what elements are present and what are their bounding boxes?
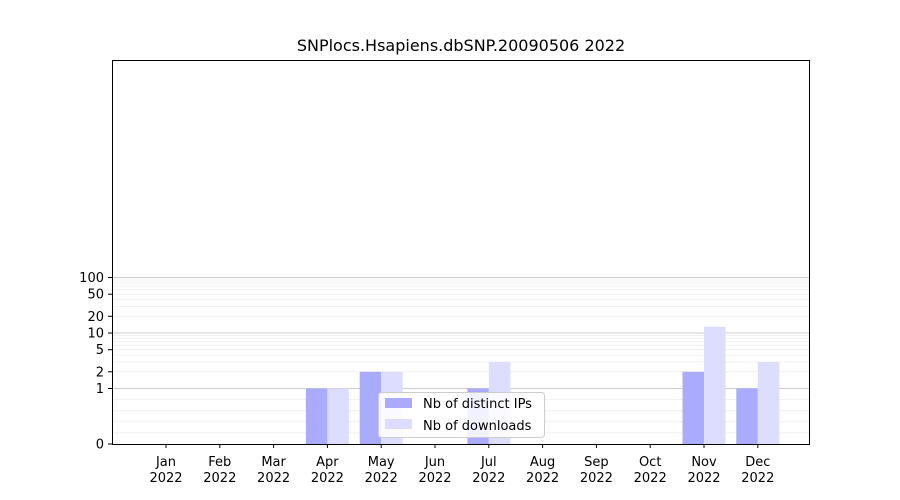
x-tick-label-month: Jul xyxy=(480,455,497,470)
bar-distinct-ips xyxy=(682,371,704,444)
x-tick-label-year: 2022 xyxy=(203,471,236,486)
x-tick-label-month: Jun xyxy=(424,455,445,470)
x-tick-label-month: Dec xyxy=(745,455,770,470)
x-tick-label-month: Sep xyxy=(584,455,609,470)
x-tick-label-year: 2022 xyxy=(418,471,451,486)
x-tick-label-month: Apr xyxy=(316,455,339,470)
x-tick-label-year: 2022 xyxy=(741,471,774,486)
bar-distinct-ips xyxy=(359,371,382,444)
y-tick-label: 5 xyxy=(96,343,104,358)
grid-lines xyxy=(112,277,809,434)
x-tick-label-year: 2022 xyxy=(472,471,505,486)
bar-downloads xyxy=(757,362,780,444)
y-tick-label: 50 xyxy=(87,288,104,303)
legend-swatch-downloads xyxy=(385,419,412,429)
y-tick-label: 10 xyxy=(87,327,104,342)
y-tick-label: 100 xyxy=(79,271,104,286)
x-tick-label-year: 2022 xyxy=(687,471,720,486)
bar-distinct-ips xyxy=(305,388,328,444)
legend-label-downloads: Nb of downloads xyxy=(423,419,532,434)
y-tick-label: 2 xyxy=(96,365,104,380)
y-tick-label: 20 xyxy=(87,310,104,325)
x-tick-label-year: 2022 xyxy=(526,471,559,486)
x-tick-label-month: Mar xyxy=(261,455,286,470)
x-axis: Jan2022Feb2022Mar2022Apr2022May2022Jun20… xyxy=(149,444,774,486)
x-tick-label-year: 2022 xyxy=(634,471,667,486)
legend-box xyxy=(378,392,545,438)
chart-title: SNPlocs.Hsapiens.dbSNP.20090506 2022 xyxy=(297,36,625,55)
legend-swatch-distinct-ips xyxy=(385,398,412,408)
x-tick-label-year: 2022 xyxy=(311,471,344,486)
legend-label-distinct-ips: Nb of distinct IPs xyxy=(423,397,532,412)
x-tick-label-year: 2022 xyxy=(365,471,398,486)
bar-distinct-ips xyxy=(736,388,758,444)
plot-frame xyxy=(112,60,810,445)
x-tick-label-month: Oct xyxy=(639,455,661,470)
x-tick-label-month: May xyxy=(368,455,395,470)
x-tick-label-year: 2022 xyxy=(257,471,290,486)
y-tick-label: 0 xyxy=(96,438,104,453)
bar-downloads xyxy=(327,388,349,444)
x-tick-label-month: Nov xyxy=(691,455,717,470)
bar-downloads xyxy=(704,326,726,444)
y-tick-label: 1 xyxy=(96,382,104,397)
x-tick-label-year: 2022 xyxy=(580,471,613,486)
x-tick-label-month: Feb xyxy=(208,455,231,470)
y-axis: 0 1 2 510 20 50 100 xyxy=(79,271,112,453)
x-tick-label-month: Aug xyxy=(530,455,555,470)
legend: Nb of distinct IPs Nb of downloads xyxy=(378,392,545,438)
x-tick-label-month: Jan xyxy=(155,455,176,470)
x-tick-label-year: 2022 xyxy=(149,471,182,486)
